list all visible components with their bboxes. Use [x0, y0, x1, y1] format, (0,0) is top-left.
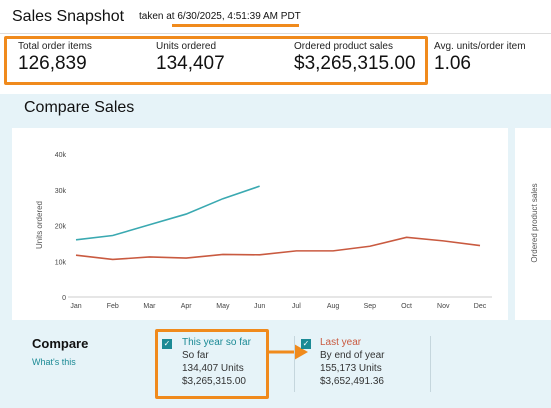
metric-label: Avg. units/order item: [434, 41, 526, 52]
metric-label: Ordered product sales: [294, 41, 393, 52]
highlight-box: [4, 36, 428, 85]
metric-label: Total order items: [18, 41, 92, 52]
checkbox[interactable]: ✓: [162, 339, 172, 349]
timestamp: taken at 6/30/2025, 4:51:39 AM PDT: [139, 11, 301, 22]
highlight-underline: [172, 24, 299, 27]
x-tick-label: Sep: [364, 303, 377, 310]
y-axis-label: Units ordered: [35, 201, 44, 249]
x-tick-label: Nov: [437, 303, 450, 310]
series-line: [75, 185, 260, 241]
divider: [430, 336, 431, 392]
metric-value: $3,265,315.00: [294, 53, 416, 74]
period: By end of year: [320, 350, 385, 361]
header-title: Sales Snapshot: [12, 8, 125, 25]
x-tick-label: Jun: [254, 303, 265, 310]
metric-value: 126,839: [18, 53, 87, 74]
secondary-axis: Ordered product sales: [530, 183, 539, 262]
metric-value: 1.06: [434, 53, 471, 74]
y-tick-label: 20k: [55, 224, 67, 231]
sales: $3,652,491.36: [320, 376, 384, 387]
x-tick-label: Aug: [327, 303, 340, 310]
period: So far: [182, 350, 209, 361]
x-tick-label: Jan: [70, 303, 81, 310]
metric-label: Units ordered: [156, 41, 217, 52]
legend-entry: Last year: [320, 337, 362, 348]
checkbox[interactable]: ✓: [301, 339, 311, 349]
units: 155,173 Units: [320, 363, 382, 374]
whats-this-link[interactable]: What's this: [32, 357, 76, 367]
x-tick-label: Dec: [474, 303, 487, 310]
highlight-box: [155, 329, 269, 399]
compare-title: Compare: [32, 336, 89, 351]
x-tick-label: Jul: [292, 303, 301, 310]
y-tick-label: 40k: [55, 152, 67, 159]
units: 134,407 Units: [182, 363, 244, 374]
sales: $3,265,315.00: [182, 376, 246, 387]
metric-value: 134,407: [156, 53, 225, 74]
x-tick-label: Apr: [181, 303, 193, 310]
chart: Units ordered 0 10k 20k 30k 40k Jan Feb Mar Apr M…: [35, 152, 492, 310]
x-tick-label: Oct: [401, 303, 412, 310]
y-tick-label: 10k: [55, 259, 67, 266]
x-tick-label: Mar: [143, 303, 156, 310]
legend-entry: This year so far: [182, 337, 251, 348]
secondary-card: [515, 128, 551, 320]
header-bar: [0, 0, 551, 34]
x-tick-label: May: [216, 303, 230, 310]
y-tick-label: 30k: [55, 188, 67, 195]
y-tick-label: 0: [62, 295, 66, 302]
chart-card: [12, 128, 508, 320]
arrow: [268, 344, 308, 360]
series-line: [75, 236, 481, 261]
section-title: Compare Sales: [24, 99, 135, 116]
y2-axis-label: Ordered product sales: [530, 183, 539, 262]
x-tick-label: Feb: [107, 303, 119, 310]
divider: [294, 336, 295, 392]
